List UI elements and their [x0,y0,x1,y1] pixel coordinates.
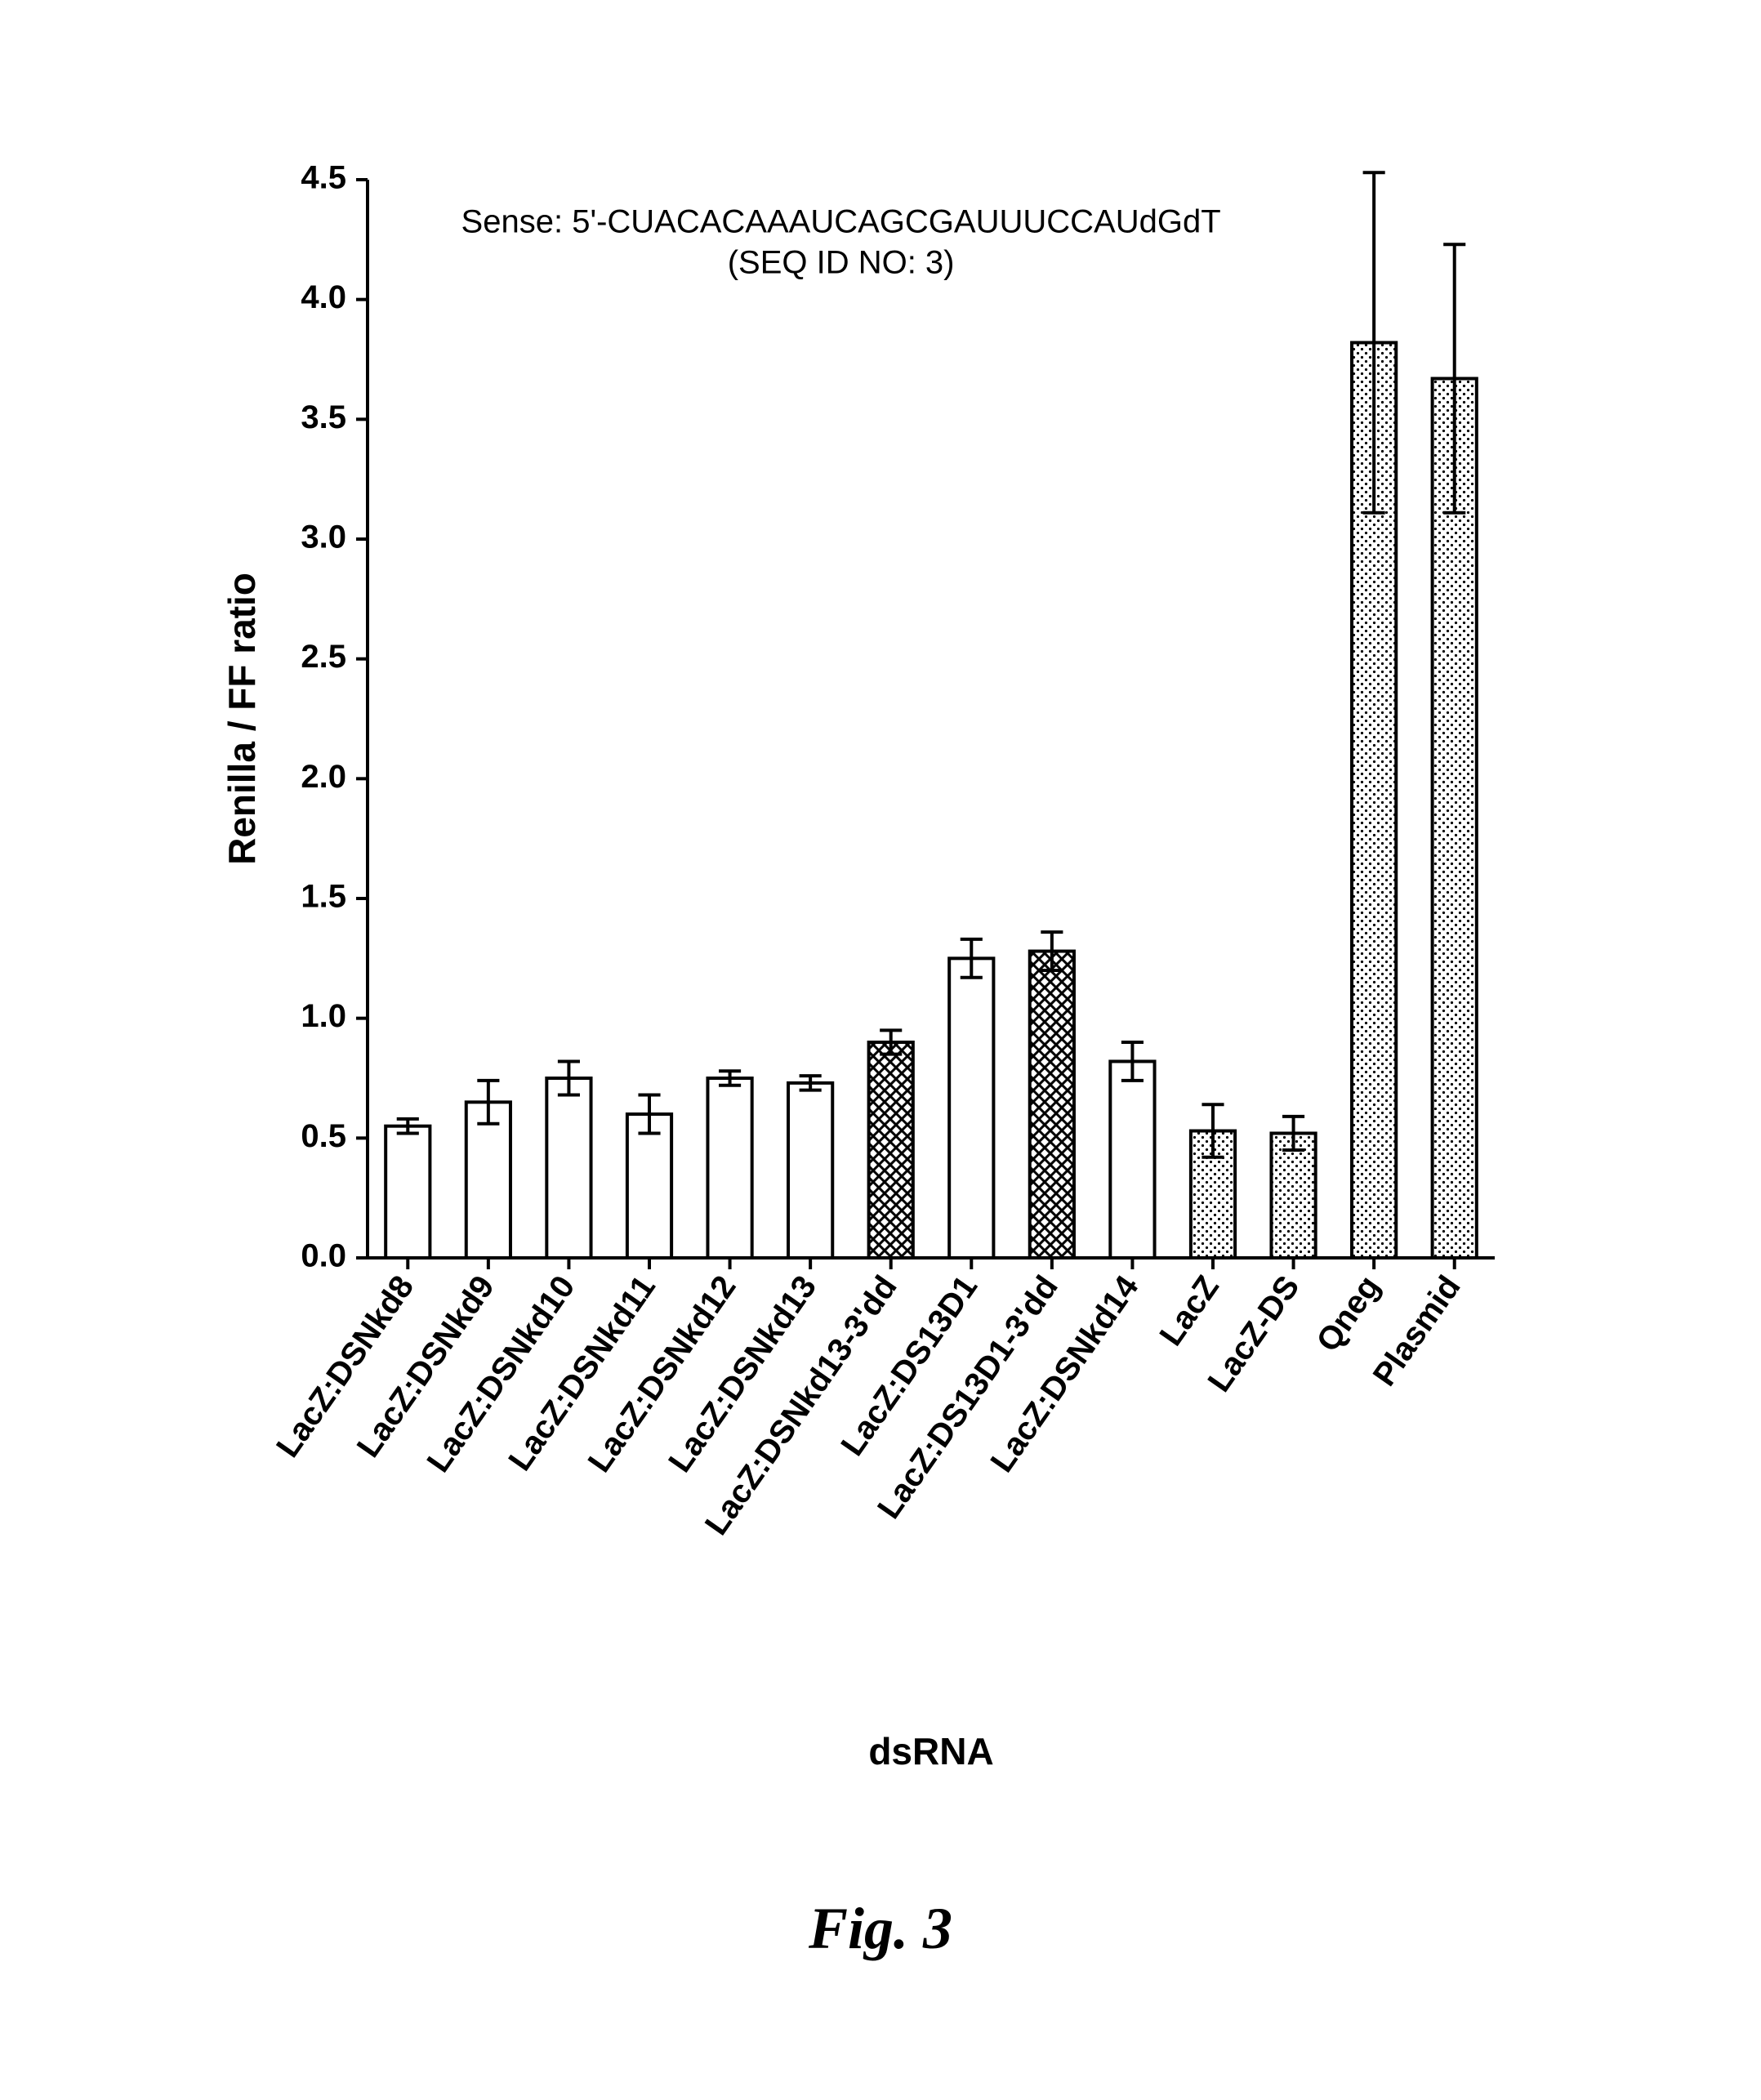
bar [1271,1133,1315,1258]
bar [386,1126,430,1258]
bar-chart: 0.00.51.01.52.02.53.03.54.04.5LacZ:DSNkd… [204,147,1557,1862]
bar [627,1114,671,1258]
x-axis-label: dsRNA [868,1730,993,1772]
bar [788,1083,832,1258]
bar [869,1042,913,1258]
annotation-line-2: (SEQ ID NO: 3) [728,245,955,281]
svg-text:2.0: 2.0 [301,759,346,795]
svg-text:3.0: 3.0 [301,519,346,555]
chart-svg: 0.00.51.01.52.02.53.03.54.04.5LacZ:DSNkd… [204,147,1557,1862]
y-axis-label: Renilla / FF ratio [221,573,263,865]
svg-text:0.0: 0.0 [301,1238,346,1274]
annotation-line-1: Sense: 5'-CUACACAAAUCAGCGAUUUCCAUdGdT [461,204,1221,240]
bar [949,958,993,1258]
bar [1030,952,1074,1258]
svg-text:1.5: 1.5 [301,879,346,915]
bar [546,1078,591,1258]
svg-text:0.5: 0.5 [301,1118,346,1154]
bar [1110,1061,1154,1258]
svg-text:3.5: 3.5 [301,399,346,435]
bar [707,1078,751,1258]
svg-text:1.0: 1.0 [301,998,346,1034]
svg-text:4.0: 4.0 [301,279,346,315]
page: 0.00.51.01.52.02.53.03.54.04.5LacZ:DSNkd… [0,0,1761,2100]
figure-caption: Fig. 3 [0,1895,1761,1963]
svg-text:2.5: 2.5 [301,639,346,675]
svg-text:4.5: 4.5 [301,160,346,196]
bar [466,1102,510,1258]
